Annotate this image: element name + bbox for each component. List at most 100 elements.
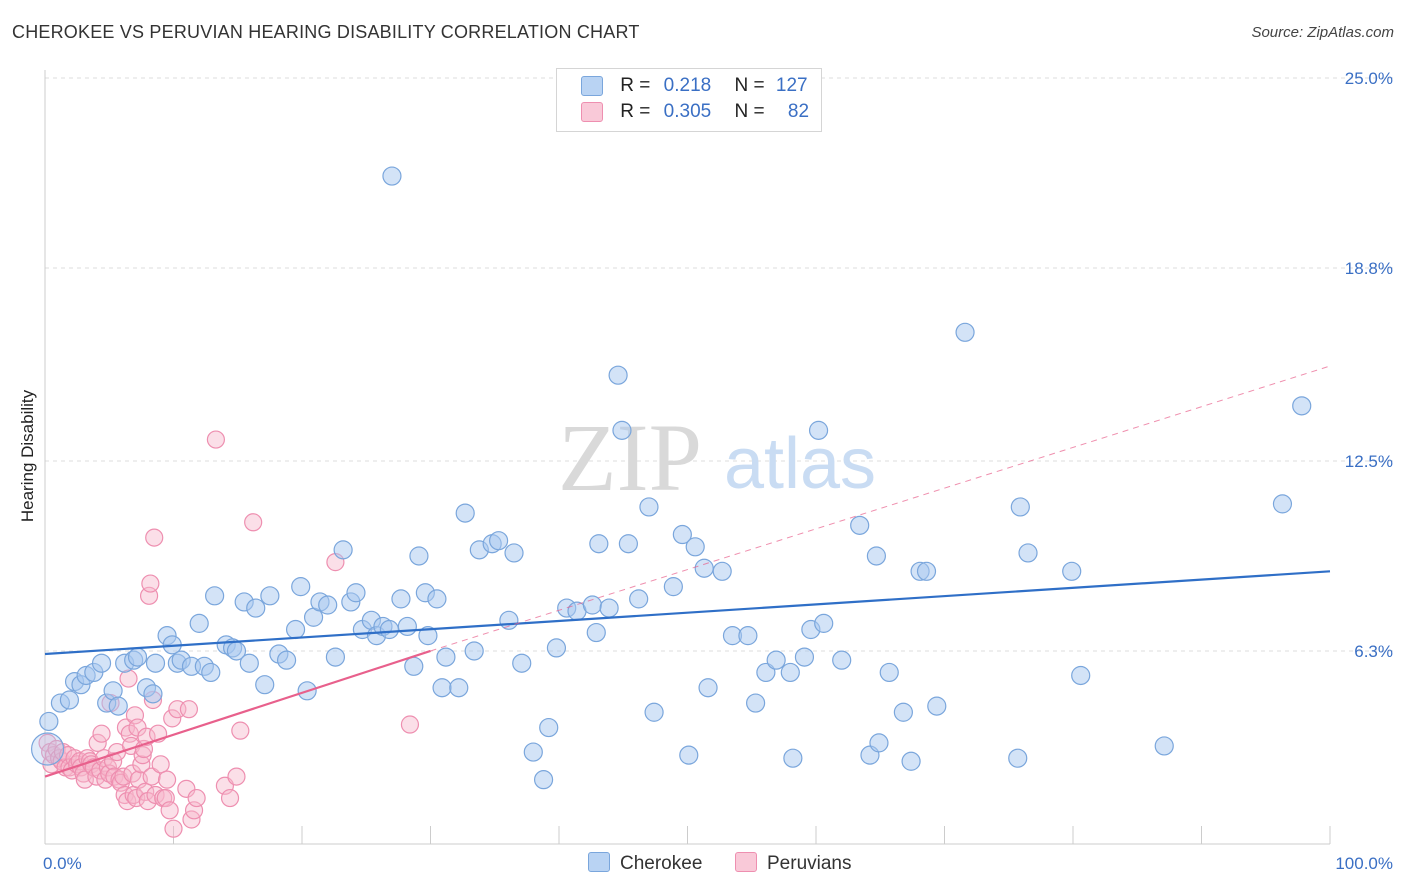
cherokee-point (246, 598, 266, 618)
cherokee-point (586, 622, 606, 643)
cherokee-point (694, 558, 714, 578)
peruvian-point (206, 430, 226, 449)
x-tick-label: 100.0% (1335, 854, 1393, 873)
legend-r-value: 0.218 (663, 75, 712, 96)
cherokee-point (608, 365, 628, 385)
peruvian-point (157, 770, 177, 789)
cherokee-point (382, 166, 402, 186)
cherokee-point (1154, 736, 1174, 756)
chart-title: CHEROKEE VS PERUVIAN HEARING DISABILITY … (12, 22, 640, 42)
cherokee-point (30, 732, 65, 766)
cherokee-point (489, 531, 509, 551)
cherokee-point (679, 745, 699, 765)
peruvian-point (187, 788, 206, 808)
cherokee-point (523, 742, 543, 762)
cherokee-point (916, 561, 937, 581)
bottom-swatch-peruvians (735, 852, 757, 872)
peruvian-trend-extension (430, 365, 1331, 652)
legend-r-value: 0.305 (663, 101, 712, 122)
peruvian-point (227, 767, 246, 786)
cherokee-point (464, 641, 484, 661)
peruvian-point (145, 528, 164, 547)
bottom-legend-peruvians: Peruvians (735, 852, 852, 875)
legend-n-label: N = (734, 101, 765, 122)
cherokee-point (832, 650, 852, 670)
legend-r-label: R = (620, 101, 651, 122)
peruvian-point (164, 819, 183, 838)
legend-row-cherokee: R = 0.218 N = 127 (581, 75, 808, 101)
cherokee-point (850, 515, 870, 535)
cherokee-point (783, 748, 803, 768)
cherokee-point (91, 653, 112, 673)
cherokee-point (1292, 396, 1312, 416)
cherokee-point (869, 733, 889, 753)
cherokee-point (685, 537, 705, 557)
legend-r-label: R = (620, 75, 651, 96)
cherokee-point (1071, 665, 1091, 686)
cherokee-point (589, 534, 609, 554)
peruvian-point (142, 767, 161, 786)
legend-n-value: 127 (775, 75, 808, 96)
cherokee-point (201, 662, 221, 683)
cherokee-point (205, 586, 225, 606)
cherokee-point (333, 540, 353, 560)
source-label: Source: ZipAtlas.com (1251, 24, 1394, 41)
cherokee-point (955, 322, 975, 342)
peruvian-point (400, 715, 420, 734)
cherokee-point (780, 662, 800, 683)
cherokee-point (663, 577, 683, 597)
cherokee-point (539, 717, 559, 738)
bottom-label-cherokee: Cherokee (620, 853, 703, 874)
cherokee-point (427, 589, 447, 609)
peruvian-point (220, 788, 240, 808)
peruvian-point (88, 733, 107, 752)
cherokee-point (698, 678, 718, 698)
cherokee-point (512, 653, 532, 673)
legend: R = 0.218 N = 127 R = 0.305 N = 82 (556, 68, 822, 132)
peruvian-point (177, 779, 196, 798)
peruvian-point (133, 746, 152, 765)
y-tick-label: 12.5% (1345, 452, 1393, 471)
cherokee-point (39, 711, 59, 732)
cherokee-point (879, 662, 899, 683)
watermark-atlas: atlas (724, 424, 876, 504)
cherokee-point (145, 653, 166, 673)
cherokee-point (255, 675, 275, 695)
y-tick-label: 18.8% (1345, 259, 1393, 278)
cherokee-point (794, 647, 815, 667)
cherokee-point (391, 589, 411, 609)
legend-n-value: 82 (787, 101, 810, 122)
cherokee-point (901, 751, 921, 771)
cherokee-point (346, 583, 366, 603)
cherokee-point (285, 619, 306, 640)
cherokee-point (893, 702, 913, 722)
x-tick-label: 0.0% (43, 854, 82, 873)
cherokee-point (866, 546, 886, 566)
cherokee-point (276, 650, 297, 670)
y-tick-label: 25.0% (1345, 69, 1393, 88)
cherokee-point (712, 561, 732, 581)
watermark-zip: ZIP (558, 404, 702, 511)
cherokee-point (629, 589, 649, 609)
cherokee-point (318, 595, 338, 615)
peruvian-point (104, 752, 123, 771)
peruvian-point (151, 755, 170, 774)
peruvian-point (132, 755, 151, 774)
peruvian-point (119, 669, 138, 688)
y-tick-label: 6.3% (1354, 642, 1393, 661)
cherokee-point (404, 656, 424, 676)
cherokee-point (379, 619, 399, 640)
cherokee-point (436, 647, 456, 667)
peruvian-point (127, 788, 146, 808)
peruvian-point (75, 770, 94, 789)
cherokee-point (325, 647, 346, 667)
cherokee-point (449, 678, 469, 698)
cherokee-point (766, 650, 786, 670)
cherokee-point (599, 598, 619, 618)
peruvian-point (141, 574, 160, 593)
trend-lines (44, 365, 1331, 778)
cherokee-point (639, 497, 659, 517)
cherokee-point (1010, 497, 1030, 517)
cherokee-point (546, 638, 567, 658)
